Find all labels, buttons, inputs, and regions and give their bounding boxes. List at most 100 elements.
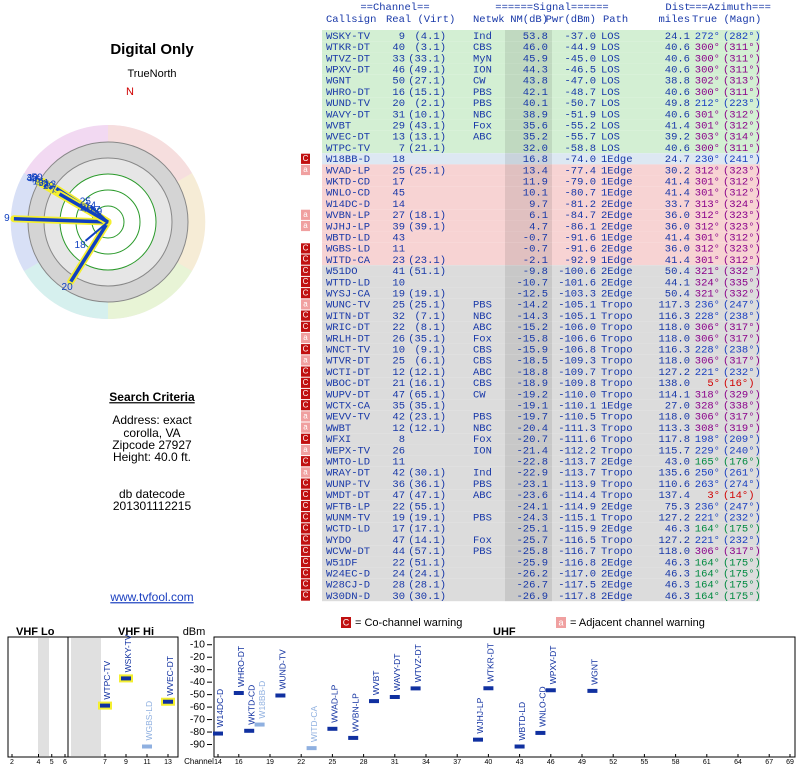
cell: ION bbox=[473, 445, 492, 457]
x-tick-label: 31 bbox=[391, 759, 399, 766]
cell: WCTI-DT bbox=[326, 367, 370, 379]
flag-box bbox=[301, 164, 310, 176]
cell: 300° bbox=[695, 64, 720, 76]
column-header: Callsign bbox=[326, 14, 376, 26]
column-header: Netwk bbox=[473, 14, 505, 26]
row-bg bbox=[322, 567, 760, 579]
cell: Tropo bbox=[601, 512, 633, 524]
cell: WTVR-DT bbox=[326, 356, 370, 368]
cell: WTKR-DT bbox=[326, 42, 370, 54]
cell: WUPV-DT bbox=[326, 389, 370, 401]
cell: -9.8 bbox=[523, 266, 548, 278]
cell: WJHJ-LP bbox=[326, 221, 370, 233]
station-channel: 25 bbox=[80, 196, 92, 207]
flag: C bbox=[303, 557, 309, 566]
x-tick-label: 43 bbox=[516, 759, 524, 766]
x-tick-label: 19 bbox=[266, 759, 274, 766]
cell: Ind bbox=[473, 31, 492, 43]
cell: -79.0 bbox=[564, 176, 596, 188]
y-tick-label: -10 bbox=[190, 639, 205, 651]
flag-box bbox=[301, 422, 310, 433]
cell: 47 bbox=[392, 535, 405, 547]
cell: 46.0 bbox=[523, 42, 548, 54]
cell: 46.3 bbox=[665, 591, 690, 603]
cell: Fox bbox=[473, 434, 492, 446]
x-tick-label: 28 bbox=[360, 759, 368, 766]
row-bg bbox=[322, 422, 760, 434]
nm-shade bbox=[505, 265, 552, 277]
row-bg bbox=[322, 74, 760, 86]
cell: -113.7 bbox=[558, 456, 596, 468]
signal-mark bbox=[254, 722, 265, 727]
cell: 250° bbox=[695, 468, 720, 480]
cell: 306° bbox=[695, 333, 720, 345]
flag-box bbox=[301, 467, 310, 478]
flag-box bbox=[301, 310, 310, 321]
cell: 46.3 bbox=[665, 568, 690, 580]
cell: WMDT-DT bbox=[326, 490, 370, 502]
panel-label: VHF Hi bbox=[118, 626, 154, 638]
cell: (2.1) bbox=[414, 98, 446, 110]
signal-label: W18BB-D bbox=[257, 681, 267, 719]
site-link[interactable]: www.tvfool.com bbox=[109, 590, 193, 604]
row-bg bbox=[322, 590, 760, 602]
cell: 32 bbox=[392, 311, 405, 323]
cell: 44.1 bbox=[665, 277, 690, 289]
cell: -15.8 bbox=[516, 333, 548, 345]
cell: 127.2 bbox=[658, 535, 690, 547]
cell: W28CJ-D bbox=[326, 580, 370, 592]
cell: WNLO-CD bbox=[326, 188, 370, 200]
cell: 118.0 bbox=[658, 546, 690, 558]
cell: (312°) bbox=[723, 109, 761, 121]
cell: -115.9 bbox=[558, 524, 596, 536]
station-line bbox=[84, 221, 109, 242]
cell: (332°) bbox=[723, 266, 761, 278]
cell: 308° bbox=[695, 423, 720, 435]
cell: 221° bbox=[695, 535, 720, 547]
cell: (28.1) bbox=[408, 580, 446, 592]
cell: 306° bbox=[695, 412, 720, 424]
flag-box bbox=[301, 254, 310, 265]
cell: 27.0 bbox=[665, 400, 690, 412]
cell: 10 bbox=[392, 277, 405, 289]
cell: WITN-DT bbox=[326, 311, 370, 323]
flag: C bbox=[303, 277, 309, 286]
cell: (25.1) bbox=[408, 300, 446, 312]
station-channel: 27 bbox=[89, 205, 101, 216]
cell: -48.7 bbox=[564, 87, 596, 99]
cell: 50.4 bbox=[665, 288, 690, 300]
row-bg bbox=[322, 377, 760, 389]
cell: (238°) bbox=[723, 344, 761, 356]
cell: -14.3 bbox=[516, 311, 548, 323]
cell: 39 bbox=[392, 221, 405, 233]
cell: -117.8 bbox=[558, 591, 596, 603]
flag-box bbox=[301, 456, 310, 467]
cell: (6.1) bbox=[414, 356, 446, 368]
cell: (35.1) bbox=[408, 333, 446, 345]
uhf-panel bbox=[213, 636, 796, 758]
x-tick-label: 4 bbox=[37, 759, 41, 766]
column-header: Real (Virt) bbox=[386, 14, 455, 26]
cell: 31 bbox=[392, 109, 405, 121]
cell: WCTD-LD bbox=[326, 524, 370, 536]
flag-box bbox=[301, 400, 310, 411]
cell: -26.2 bbox=[516, 568, 548, 580]
cell: Tropo bbox=[601, 322, 633, 334]
x-tick-label: 58 bbox=[672, 759, 680, 766]
cell: 24.7 bbox=[665, 154, 690, 166]
y-tick-label: -70 bbox=[190, 713, 205, 725]
cell: WPXV-DT bbox=[326, 64, 370, 76]
row-bg bbox=[322, 220, 760, 232]
cell: 118.0 bbox=[658, 356, 690, 368]
nm-shade bbox=[505, 63, 552, 75]
cell: 16.8 bbox=[523, 154, 548, 166]
x-tick-label: 16 bbox=[235, 759, 243, 766]
cell: WEVV-TV bbox=[326, 412, 371, 424]
cell: 35 bbox=[392, 400, 405, 412]
cell: Fox bbox=[473, 535, 492, 547]
cell: -117.0 bbox=[558, 568, 596, 580]
cell: 42 bbox=[392, 412, 405, 424]
cell: Tropo bbox=[601, 535, 633, 547]
cell: 2Edge bbox=[601, 524, 633, 536]
cell: 41.4 bbox=[665, 120, 690, 132]
